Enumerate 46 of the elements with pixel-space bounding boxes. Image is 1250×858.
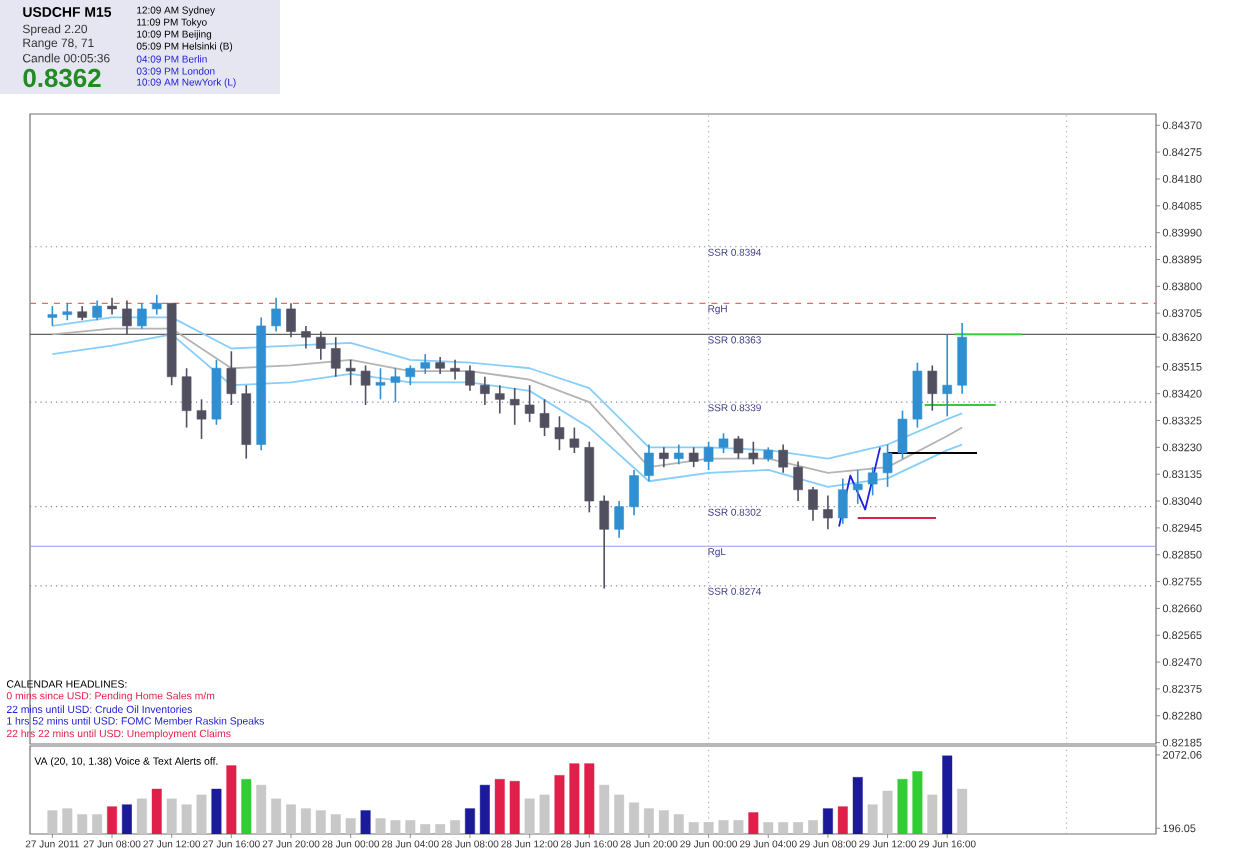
candlestick xyxy=(718,432,729,454)
candlestick xyxy=(465,364,475,392)
candlestick xyxy=(375,367,386,401)
candlestick xyxy=(137,302,147,330)
candlestick xyxy=(882,443,893,488)
candlestick xyxy=(688,446,699,468)
candlestick xyxy=(196,398,207,440)
candlestick xyxy=(897,409,908,460)
candlestick xyxy=(122,299,132,336)
candlestick xyxy=(420,353,431,375)
candlestick xyxy=(912,361,923,429)
candlestick xyxy=(852,469,863,505)
candlestick xyxy=(47,305,58,327)
candlestick xyxy=(92,299,102,322)
text: 0.8362 xyxy=(23,68,101,88)
candlestick xyxy=(733,435,744,460)
candlestick xyxy=(554,415,565,451)
candlestick xyxy=(62,302,73,322)
candlestick xyxy=(927,364,938,412)
candlestick xyxy=(569,426,580,454)
candlestick xyxy=(152,294,162,316)
candlestick xyxy=(345,358,356,387)
candlestick xyxy=(226,350,237,406)
candlestick xyxy=(77,305,87,322)
candlestick xyxy=(748,440,759,466)
candlestick xyxy=(211,358,222,426)
candlestick xyxy=(166,302,177,387)
candlestick xyxy=(271,296,281,333)
candlestick xyxy=(301,325,311,350)
candlestick xyxy=(539,398,550,437)
candlestick xyxy=(360,364,371,406)
line-series xyxy=(838,446,882,528)
candlestick xyxy=(405,364,416,387)
candlestick xyxy=(390,367,401,403)
candlestick xyxy=(703,440,714,471)
candlestick xyxy=(659,446,669,468)
candlestick xyxy=(181,367,192,429)
candlestick xyxy=(524,384,535,423)
candlestick xyxy=(674,443,684,466)
candlestick xyxy=(823,494,833,531)
candlestick xyxy=(107,296,117,316)
candlestick xyxy=(450,358,460,381)
candlestick xyxy=(495,384,505,415)
candlestick xyxy=(435,356,445,375)
candlestick xyxy=(509,387,520,426)
candlestick xyxy=(867,466,878,497)
